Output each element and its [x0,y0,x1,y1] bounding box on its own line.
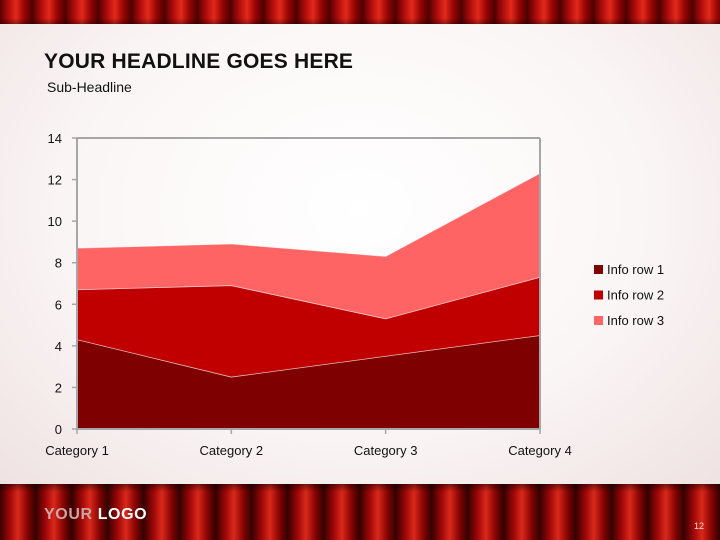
x-tick-label: Category 3 [354,443,418,458]
company-logo: YOUR LOGO [44,506,147,524]
chart-legend: Info row 1 Info row 2 Info row 3 [594,262,664,328]
x-axis-ticks: Category 1 Category 2 Category 3 Category 4 [45,429,572,458]
y-tick-label: 2 [55,380,62,395]
y-tick-label: 4 [55,339,62,354]
y-tick-label: 14 [48,131,62,146]
x-tick-label: Category 2 [200,443,264,458]
legend-label-2: Info row 2 [607,288,664,303]
y-tick-label: 12 [48,173,62,188]
y-axis-ticks: 0 2 4 6 8 10 12 14 [48,131,77,437]
chart-areas [76,172,541,430]
page-title: YOUR HEADLINE GOES HERE [44,50,354,73]
page-number: 12 [693,521,704,531]
y-tick-label: 10 [48,214,62,229]
legend-swatch-3 [594,316,603,325]
legend-swatch-2 [594,290,603,300]
logo-word-your: YOUR [44,506,93,523]
y-tick-label: 6 [55,297,62,312]
chart-axes [76,137,541,430]
curtain-bottom-border [0,484,720,540]
legend-label-3: Info row 3 [607,313,664,328]
x-tick-label: Category 1 [45,443,109,458]
x-tick-label: Category 4 [508,443,572,458]
curtain-top-border [0,0,720,24]
y-tick-label: 8 [55,256,62,271]
y-tick-label: 0 [55,422,62,437]
legend-swatch-1 [594,265,603,274]
page-subtitle: Sub-Headline [47,79,132,95]
logo-word-logo: LOGO [97,506,148,523]
legend-label-1: Info row 1 [607,262,664,277]
